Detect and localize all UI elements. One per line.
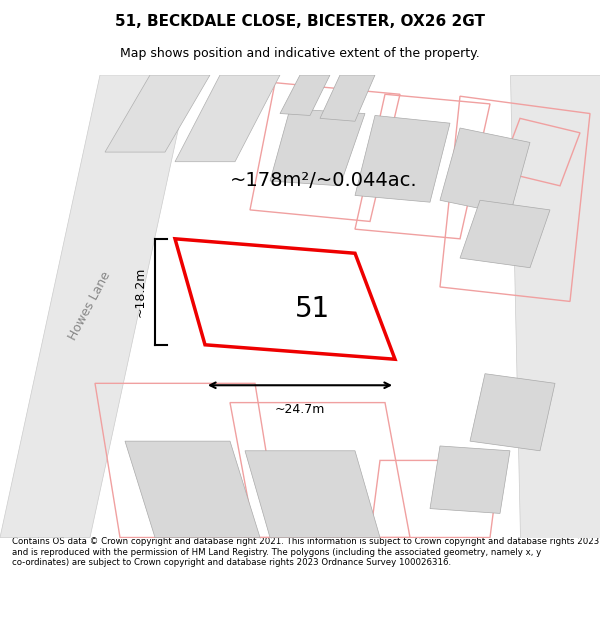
Text: ~178m²/~0.044ac.: ~178m²/~0.044ac. — [230, 171, 418, 191]
Polygon shape — [105, 75, 210, 152]
Text: Contains OS data © Crown copyright and database right 2021. This information is : Contains OS data © Crown copyright and d… — [12, 538, 599, 568]
Polygon shape — [175, 239, 395, 359]
Polygon shape — [440, 128, 530, 215]
Polygon shape — [270, 109, 365, 186]
Polygon shape — [355, 116, 450, 202]
Text: 51: 51 — [295, 294, 330, 322]
Text: ~18.2m: ~18.2m — [134, 267, 147, 317]
Polygon shape — [460, 200, 550, 268]
Text: 51, BECKDALE CLOSE, BICESTER, OX26 2GT: 51, BECKDALE CLOSE, BICESTER, OX26 2GT — [115, 14, 485, 29]
Polygon shape — [175, 75, 280, 162]
Polygon shape — [320, 75, 375, 121]
Polygon shape — [0, 75, 190, 538]
Text: ~24.7m: ~24.7m — [275, 402, 325, 416]
Polygon shape — [470, 374, 555, 451]
Polygon shape — [280, 75, 330, 116]
Text: Map shows position and indicative extent of the property.: Map shows position and indicative extent… — [120, 48, 480, 61]
Polygon shape — [245, 451, 380, 538]
Polygon shape — [430, 446, 510, 513]
Text: Howes Lane: Howes Lane — [67, 270, 113, 342]
Polygon shape — [125, 441, 260, 538]
Polygon shape — [510, 75, 600, 538]
